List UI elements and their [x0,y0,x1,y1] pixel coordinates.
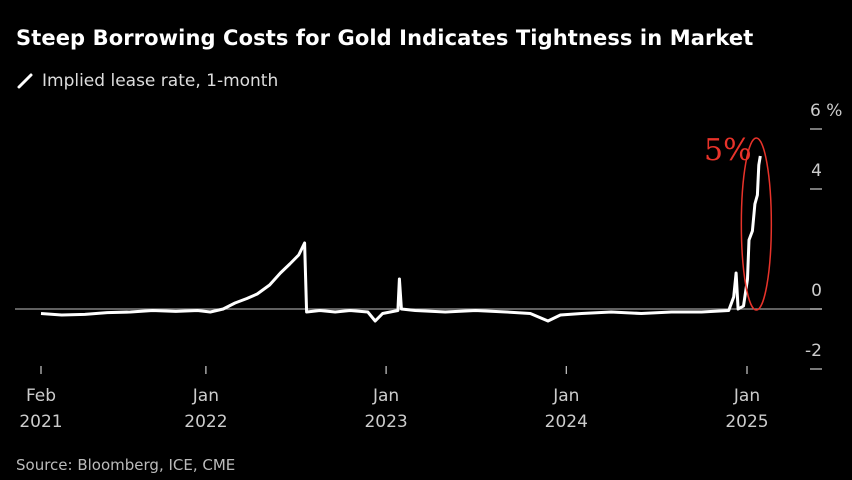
x-tick-year: 2023 [364,412,407,432]
x-tick-year: 2021 [19,412,62,432]
x-tick-month: Jan [552,386,579,406]
x-tick-year: 2024 [545,412,588,432]
y-tick-label: 0 [811,281,822,301]
annotation-label: 5% [704,133,752,168]
x-tick-year: 2025 [725,412,768,432]
slash-line-icon [17,73,33,89]
x-tick-month: Feb [26,386,56,406]
y-tick-label: 6 % [810,101,842,121]
x-tick-month: Jan [372,386,399,406]
y-tick-label: 4 [811,161,822,181]
legend-label: Implied lease rate, 1-month [42,71,279,91]
chart-title: Steep Borrowing Costs for Gold Indicates… [16,26,754,50]
x-tick-month: Jan [192,386,219,406]
source-note: Source: Bloomberg, ICE, CME [16,456,236,474]
y-tick-label: -2 [805,341,822,361]
annotation-ellipse [740,137,773,311]
x-tick-year: 2022 [184,412,227,432]
series-line [40,155,762,323]
legend: Implied lease rate, 1-month [16,71,278,91]
x-tick-month: Jan [733,386,760,406]
